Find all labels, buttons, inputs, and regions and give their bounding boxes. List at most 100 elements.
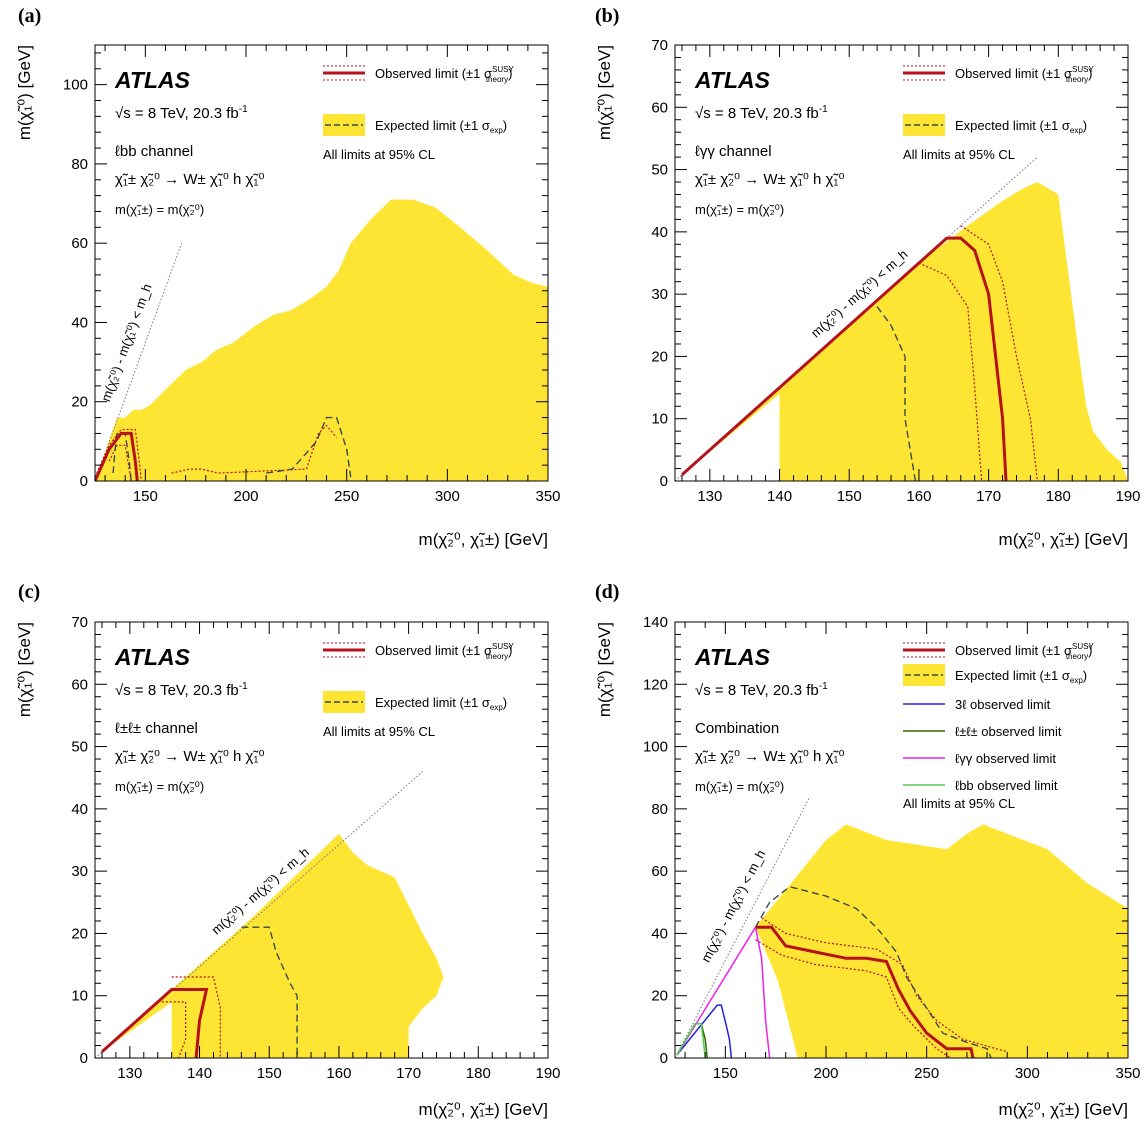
legend-sub: exp — [1070, 126, 1083, 135]
x-tick-label: 130 — [117, 1065, 142, 1082]
observed-plus-line — [95, 428, 142, 481]
plot-frame — [674, 621, 1129, 1059]
chart-panel-2: 130 140 150 160 170 180 190 0 10 20 30 40 50 60 70 (b) m… — [595, 5, 1141, 549]
legend-sub: theory — [1066, 75, 1088, 84]
lumi-superscript: -1 — [239, 681, 248, 692]
kinematic-label: m(χ̃₂⁰) - m(χ̃₁⁰) < m_h — [98, 282, 155, 404]
atlas-label: ATLAS — [114, 67, 191, 93]
process-label: χ̃₁± χ̃₂⁰ → W± χ̃₁⁰ h χ̃₁⁰ — [115, 748, 265, 765]
y-tick-label: 60 — [71, 235, 88, 252]
x-axis-title: m(χ̃₂⁰, χ̃₁±) [GeV] — [999, 1100, 1128, 1119]
lumi-superscript: -1 — [819, 104, 828, 115]
y-tick-label: 30 — [71, 863, 88, 880]
y-tick-label: 0 — [80, 1050, 88, 1067]
y-tick-label: 10 — [651, 411, 668, 428]
mass-relation-label: m(χ̃₁±) = m(χ̃₂⁰) — [695, 779, 784, 794]
x-tick-label: 300 — [1015, 1065, 1040, 1082]
process-label: χ̃₁± χ̃₂⁰ → W± χ̃₁⁰ h χ̃₁⁰ — [695, 171, 845, 188]
mass-relation-label: m(χ̃₁±) = m(χ̃₂⁰) — [115, 202, 204, 217]
x-tick-label: 140 — [767, 488, 792, 505]
observed-limit-line — [95, 431, 139, 481]
legend-observed-label: Observed limit (±1 σSUSY theory) — [955, 642, 1094, 661]
cl-note: All limits at 95% CL — [903, 796, 1015, 811]
x-tick-label: 150 — [713, 1065, 738, 1082]
process-label: χ̃₁± χ̃₂⁰ → W± χ̃₁⁰ h χ̃₁⁰ — [115, 171, 265, 188]
observed-limit-line — [101, 988, 209, 1058]
x-tick-label: 200 — [813, 1065, 838, 1082]
x-tick-label: 170 — [396, 1065, 421, 1082]
panel-letter: (b) — [595, 5, 619, 27]
legend-close: ) — [508, 643, 512, 658]
panel-letter: (d) — [595, 581, 619, 603]
channel-label: Combination — [695, 720, 779, 737]
expected-band — [95, 199, 548, 481]
x-tick-label: 200 — [233, 488, 258, 505]
x-axis-title: m(χ̃₂⁰, χ̃₁±) [GeV] — [419, 530, 548, 549]
y-axis-title: m(χ̃₁⁰) [GeV] — [15, 622, 34, 717]
mass-relation-label: m(χ̃₁±) = m(χ̃₂⁰) — [695, 202, 784, 217]
expected-2-limit-line — [265, 416, 352, 478]
y-tick-label: 60 — [71, 676, 88, 693]
kinematic-limit-line — [95, 771, 423, 1058]
legend-sub: theory — [486, 75, 508, 84]
y-tick-label: 70 — [71, 614, 88, 631]
legend-close: ) — [1083, 118, 1087, 133]
x-tick-label: 150 — [837, 488, 862, 505]
legend-close: ) — [1088, 643, 1092, 658]
atlas-label: ATLAS — [694, 67, 771, 93]
legend-observed-label: Observed limit (±1 σSUSY theory) — [955, 65, 1094, 84]
y-tick-label: 40 — [651, 925, 668, 942]
y-tick-label: 20 — [71, 925, 88, 942]
legend-close: ) — [1083, 668, 1087, 683]
observed-limit-line — [755, 925, 975, 1058]
legend-close: ) — [1088, 66, 1092, 81]
cl-note: All limits at 95% CL — [323, 724, 435, 739]
y-axis-title: m(χ̃₁⁰) [GeV] — [595, 45, 614, 140]
observed-minus-line — [918, 262, 983, 481]
plot-area — [95, 771, 444, 1058]
y-tick-label: 80 — [71, 156, 88, 173]
channel-label: ℓbb channel — [115, 143, 193, 160]
x-tick-label: 190 — [535, 1065, 560, 1082]
legend-close: ) — [508, 66, 512, 81]
extra-limit-line-3 — [676, 925, 771, 1058]
legend-sub: exp — [1070, 676, 1083, 685]
expected-band — [682, 182, 1128, 481]
lumi-superscript: -1 — [819, 681, 828, 692]
observed-minus-line — [108, 444, 132, 481]
extra-limit-line-4 — [676, 1022, 706, 1058]
y-tick-label: 100 — [643, 739, 668, 756]
y-tick-label: 40 — [71, 801, 88, 818]
legend-sub: theory — [1066, 652, 1088, 661]
plot-frame — [94, 621, 549, 1059]
x-tick-label: 350 — [1115, 1065, 1140, 1082]
x-axis-title: m(χ̃₂⁰, χ̃₁±) [GeV] — [419, 1100, 548, 1119]
x-axis-title: m(χ̃₂⁰, χ̃₁±) [GeV] — [999, 530, 1128, 549]
observed-plus-line — [171, 976, 221, 1058]
observed-minus-line — [755, 939, 952, 1058]
kinematic-limit-line — [95, 243, 183, 481]
x-tick-label: 150 — [257, 1065, 282, 1082]
legend-expected-label: Expected limit (±1 σexp) — [955, 118, 1087, 135]
x-tick-label: 160 — [906, 488, 931, 505]
energy-lumi-label: √s = 8 TeV, 20.3 fb-1 — [115, 681, 248, 699]
legend-expected-label: Expected limit (±1 σexp) — [375, 695, 507, 712]
channel-label: ℓγγ channel — [695, 143, 772, 160]
chart-panel-3: 130 140 150 160 170 180 190 0 10 20 30 40 50 60 70 (c) m… — [15, 581, 561, 1119]
atlas-label: ATLAS — [114, 644, 191, 670]
y-tick-label: 60 — [651, 99, 668, 116]
y-tick-label: 20 — [651, 988, 668, 1005]
legend-expected-label: Expected limit (±1 σexp) — [375, 118, 507, 135]
legend-close: ) — [503, 118, 507, 133]
observed-limit-line — [681, 236, 1008, 481]
chart-panel-1: 150 200 250 300 350 0 20 40 60 80 100 (a) m(χ̃₂⁰, χ̃… — [15, 5, 561, 549]
y-tick-label: 50 — [71, 739, 88, 756]
x-tick-label: 180 — [1046, 488, 1071, 505]
process-label: χ̃₁± χ̃₂⁰ → W± χ̃₁⁰ h χ̃₁⁰ — [695, 748, 845, 765]
panel-letter: (a) — [18, 5, 41, 27]
legend-sup: SUSY — [492, 65, 514, 74]
lumi-superscript: -1 — [239, 104, 248, 115]
y-tick-label: 80 — [651, 801, 668, 818]
legend-close: ) — [503, 695, 507, 710]
